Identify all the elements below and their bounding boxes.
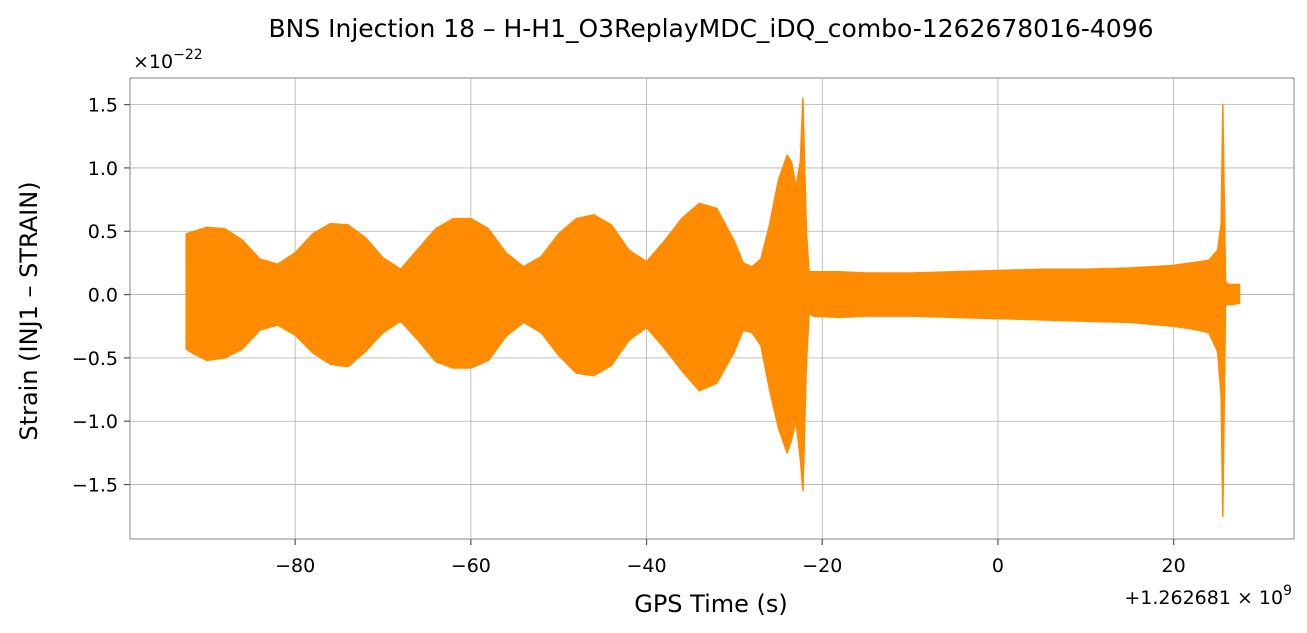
x-tick-label: −60 bbox=[451, 555, 491, 577]
y-tick-label: 0.5 bbox=[88, 221, 118, 243]
y-tick-label: −0.5 bbox=[72, 348, 118, 370]
x-axis-label: GPS Time (s) bbox=[634, 590, 788, 618]
plot-frame bbox=[129, 77, 1295, 540]
x-tick-label: 20 bbox=[1162, 555, 1186, 577]
x-offset-label: +1.262681 × 109 bbox=[1124, 583, 1292, 609]
x-tick-label: 0 bbox=[992, 555, 1004, 577]
y-tick-label: −1.0 bbox=[72, 411, 118, 433]
series-group bbox=[185, 97, 1241, 517]
ticks-group: −80 −60 −40 −20 0 20 −1.5 −1.0 −0.5 0.0 0.5 1.0 1.5 bbox=[72, 95, 1186, 577]
x-tick-label: −40 bbox=[626, 555, 666, 577]
strain-series-envelope bbox=[185, 97, 1241, 517]
x-offset-exponent: 9 bbox=[1283, 583, 1292, 599]
y-tick-label: −1.5 bbox=[72, 475, 118, 497]
strain-series-line bbox=[185, 110, 1241, 497]
y-scale-label: ×10−22 bbox=[133, 47, 203, 73]
y-scale-base: ×10 bbox=[133, 51, 173, 73]
chart-title: BNS Injection 18 – H-H1_O3ReplayMDC_iDQ_… bbox=[268, 14, 1153, 43]
x-offset-times: × 10 bbox=[1237, 587, 1283, 609]
y-tick-label: 1.0 bbox=[88, 158, 118, 180]
y-tick-label: 0.0 bbox=[88, 285, 118, 307]
y-scale-exponent: −22 bbox=[173, 47, 203, 63]
x-offset-value: +1.262681 bbox=[1124, 587, 1231, 609]
y-axis-label: Strain (INJ1 – STRAIN) bbox=[15, 181, 43, 440]
y-tick-label: 1.5 bbox=[88, 95, 118, 117]
x-tick-label: −80 bbox=[275, 555, 315, 577]
x-tick-label: −20 bbox=[802, 555, 842, 577]
